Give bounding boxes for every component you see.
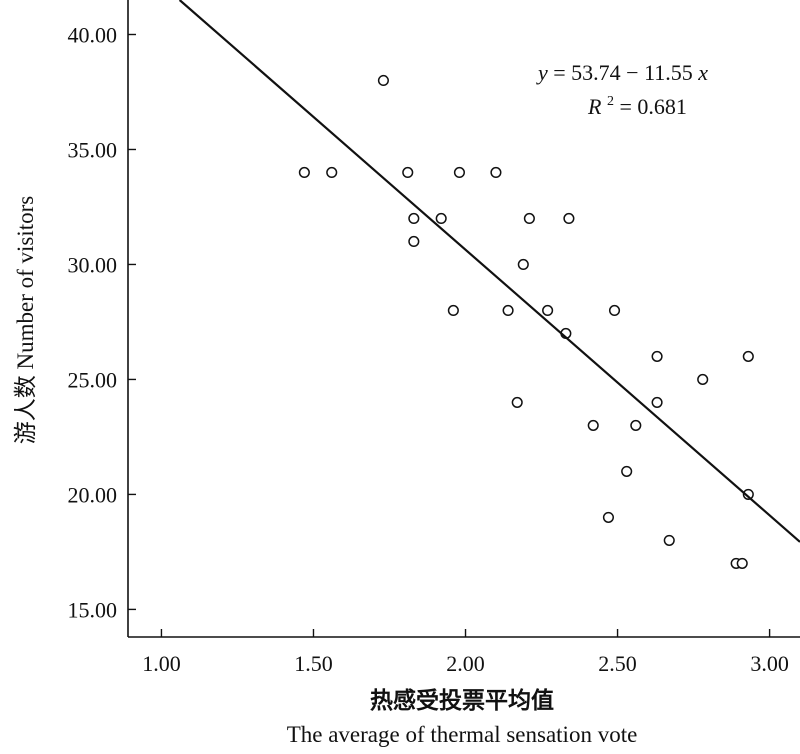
data-point — [736, 557, 748, 569]
data-point — [502, 304, 514, 317]
y-tick-label: 40.00 — [68, 22, 118, 47]
data-point — [402, 166, 414, 179]
equation-x-var: x — [697, 60, 708, 85]
x-tick-label: 1.00 — [142, 651, 181, 676]
x-tick-label: 2.00 — [446, 651, 485, 676]
data-point — [621, 465, 633, 477]
y-axis-title: 游人数 Number of visitors — [13, 196, 38, 445]
y-tick-label: 35.00 — [68, 137, 118, 162]
equation-coefficients: = 53.74 − 11.55 — [553, 60, 693, 85]
data-point — [435, 212, 447, 225]
data-point — [408, 212, 420, 225]
y-tick-label: 15.00 — [68, 597, 118, 622]
data-point — [511, 396, 523, 408]
data-point — [326, 166, 338, 179]
data-point — [663, 534, 675, 546]
data-point — [651, 350, 663, 362]
data-point — [608, 304, 621, 317]
x-axis-ticks: 1.00 1.50 2.00 2.50 3.00 — [142, 629, 789, 676]
regression-line — [178, 0, 800, 543]
x-tick-label: 3.00 — [750, 651, 789, 676]
y-tick-label: 20.00 — [68, 482, 118, 507]
data-point — [697, 373, 709, 385]
data-point — [453, 166, 465, 179]
data-point — [630, 419, 642, 431]
regression-equation: y = 53.74 − 11.55 x — [536, 60, 708, 85]
y-tick-label: 25.00 — [68, 367, 118, 392]
y-tick-label: 30.00 — [68, 252, 118, 277]
data-point — [563, 212, 575, 225]
points-layer — [298, 74, 754, 569]
x-axis-title-en: The average of thermal sensation vote — [287, 722, 638, 747]
r-squared-r: R — [587, 94, 602, 119]
y-axis-ticks: 15.00 20.00 25.00 30.00 35.00 40.00 — [68, 22, 136, 622]
data-point — [490, 166, 502, 179]
x-axis-title-cn: 热感受投票平均值 — [370, 687, 554, 713]
data-point — [523, 212, 535, 225]
x-tick-label: 2.50 — [598, 651, 637, 676]
data-point — [602, 511, 614, 523]
r-squared-superscript: 2 — [607, 94, 614, 109]
data-point — [298, 166, 310, 179]
data-point — [651, 396, 663, 408]
equation-y-var: y — [536, 60, 548, 85]
x-tick-label: 1.50 — [294, 651, 333, 676]
data-point — [517, 258, 529, 271]
data-point — [587, 419, 599, 431]
data-point — [447, 304, 459, 317]
r-squared-label: R 2 = 0.681 — [587, 85, 687, 119]
data-point — [408, 235, 420, 248]
r-squared-value: = 0.681 — [619, 94, 686, 119]
data-point — [542, 304, 554, 317]
plot-area — [127, 0, 800, 638]
data-point — [742, 488, 754, 500]
data-point — [742, 350, 754, 362]
data-point — [377, 74, 389, 87]
